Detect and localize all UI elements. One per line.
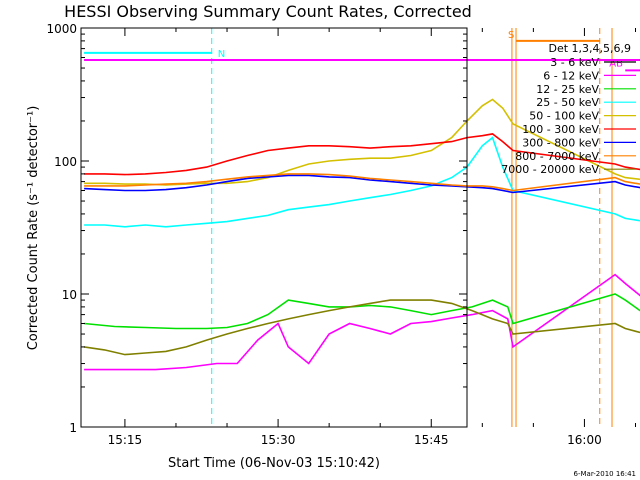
x-tick-label: 16:00	[567, 433, 602, 447]
flag-bars: NSA1AB	[84, 30, 640, 72]
chart-title: HESSI Observing Summary Count Rates, Cor…	[64, 2, 472, 21]
legend-label: 800 - 7000 keV	[515, 150, 599, 163]
x-tick-label: 15:45	[414, 433, 449, 447]
series-line	[84, 136, 640, 228]
series-line	[84, 98, 640, 186]
plot-area	[83, 28, 640, 427]
flag-label: N	[218, 49, 225, 60]
series-line	[84, 173, 640, 192]
y-tick-label: 10	[62, 288, 77, 302]
y-tick-label: 1000	[46, 22, 77, 36]
legend-title: Det 1,3,4,5,6,9	[548, 42, 631, 55]
tick-marks: 15:1515:3015:4516:0016:1516:3016:4511010…	[46, 22, 636, 447]
series-line	[84, 174, 640, 194]
plot-frame	[80, 27, 468, 428]
x-tick-label: 15:15	[108, 433, 143, 447]
x-tick-label: 15:30	[261, 433, 296, 447]
legend-label: 12 - 25 keV	[536, 83, 599, 96]
flag-label: S	[508, 30, 514, 41]
legend-label: 25 - 50 keV	[536, 96, 599, 109]
legend-label: 7000 - 20000 keV	[501, 163, 599, 176]
legend-label: 50 - 100 keV	[529, 110, 599, 123]
flag-label: AB	[609, 58, 623, 69]
legend-label: 6 - 12 keV	[543, 69, 599, 82]
legend-label: 100 - 300 keV	[522, 123, 599, 136]
legend-label: 300 - 800 keV	[522, 136, 599, 149]
footer-date: 6-Mar-2010 16:41	[574, 470, 636, 478]
axes	[80, 27, 468, 428]
series-line	[83, 299, 640, 356]
y-axis-label: Corrected Count Rate (s⁻¹ detector⁻¹)	[26, 106, 41, 351]
series-line	[84, 133, 640, 176]
y-tick-label: 100	[54, 155, 77, 169]
series-line	[84, 293, 640, 330]
y-tick-label: 1	[69, 421, 77, 435]
series-line	[84, 273, 640, 371]
legend-label: 3 - 6 keV	[550, 56, 599, 69]
x-axis-label: Start Time (06-Nov-03 15:10:42)	[168, 456, 380, 471]
